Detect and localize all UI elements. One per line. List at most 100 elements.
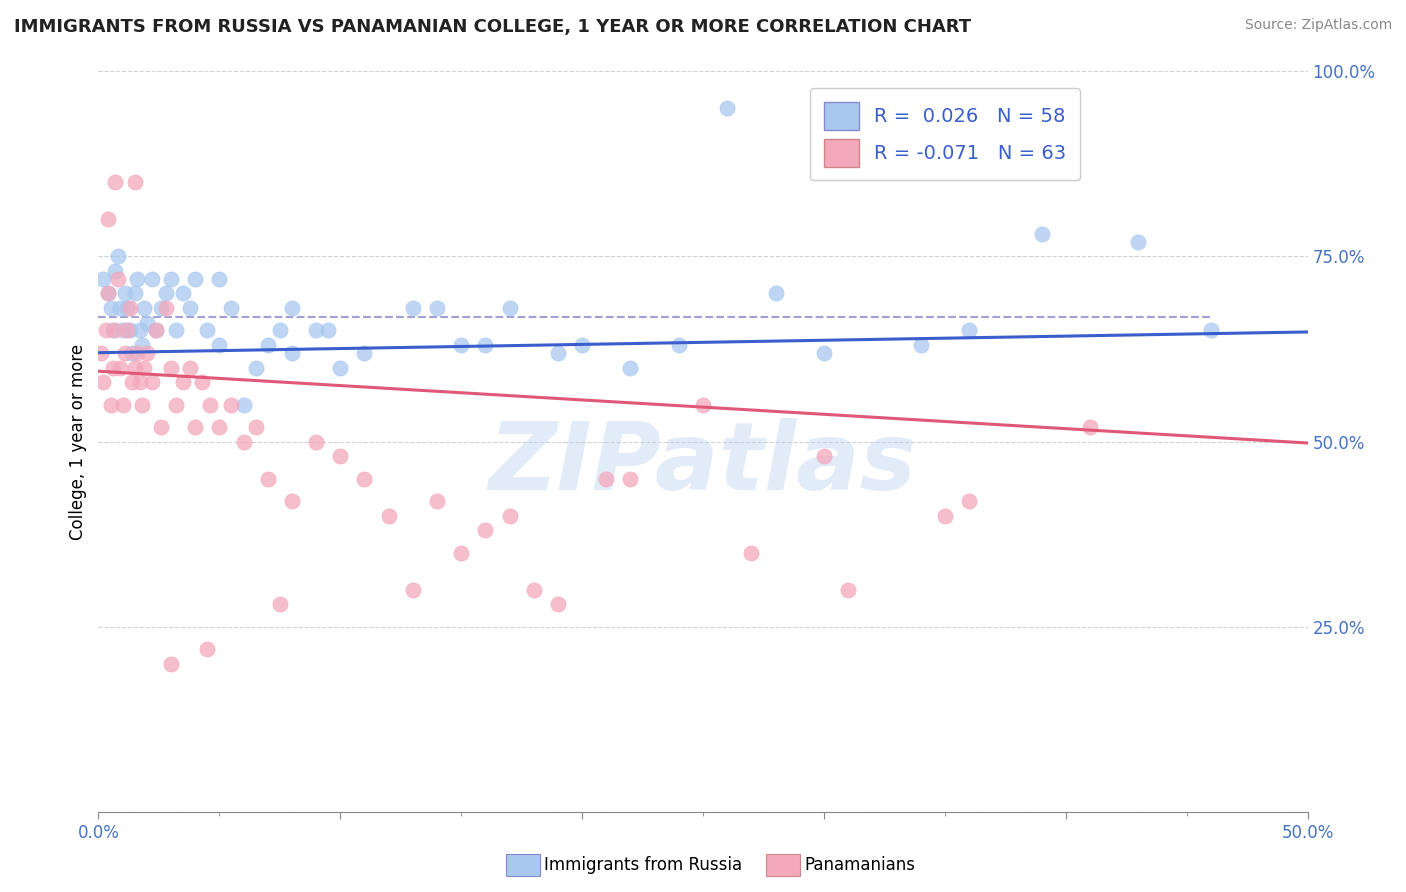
- Point: [353, 471, 375, 485]
- Point: [101, 360, 124, 375]
- Point: [208, 419, 231, 434]
- Point: [245, 360, 267, 375]
- Point: [155, 286, 177, 301]
- Point: [1078, 419, 1101, 434]
- Point: [402, 301, 425, 316]
- Point: [165, 324, 187, 338]
- Point: [329, 360, 352, 375]
- Point: [124, 286, 146, 301]
- Point: [221, 301, 243, 316]
- Point: [111, 324, 134, 338]
- Point: [474, 524, 496, 538]
- Point: [172, 286, 194, 301]
- Point: [108, 301, 131, 316]
- Point: [377, 508, 399, 523]
- Point: [269, 598, 291, 612]
- Point: [141, 271, 163, 285]
- Point: [498, 301, 520, 316]
- Point: [145, 324, 167, 338]
- Point: [134, 301, 156, 316]
- Point: [281, 493, 304, 508]
- Point: [101, 324, 124, 338]
- Point: [141, 376, 163, 390]
- Point: [450, 546, 472, 560]
- Point: [837, 582, 859, 597]
- Point: [232, 398, 254, 412]
- Point: [450, 338, 472, 352]
- Point: [150, 419, 173, 434]
- Point: [305, 434, 328, 449]
- Point: [281, 301, 304, 316]
- Point: [692, 398, 714, 412]
- Point: [256, 471, 278, 485]
- Point: [165, 398, 187, 412]
- Point: [547, 345, 569, 359]
- Point: [160, 657, 183, 671]
- Point: [547, 598, 569, 612]
- Point: [498, 508, 520, 523]
- Point: [97, 286, 120, 301]
- Point: [232, 434, 254, 449]
- Point: [619, 471, 641, 485]
- Point: [184, 271, 207, 285]
- Point: [90, 345, 112, 359]
- Point: [1128, 235, 1150, 249]
- Point: [305, 324, 328, 338]
- Point: [160, 271, 183, 285]
- Point: [716, 102, 738, 116]
- Point: [195, 324, 218, 338]
- Point: [118, 301, 141, 316]
- Point: [402, 582, 425, 597]
- Point: [150, 301, 173, 316]
- Point: [957, 324, 980, 338]
- Point: [127, 271, 149, 285]
- Point: [100, 398, 122, 412]
- Point: [104, 175, 127, 190]
- Point: [131, 338, 153, 352]
- Text: Panamanians: Panamanians: [804, 856, 915, 874]
- Point: [121, 345, 143, 359]
- Point: [184, 419, 207, 434]
- Point: [191, 376, 214, 390]
- Point: [740, 546, 762, 560]
- Point: [1031, 227, 1053, 242]
- Point: [114, 345, 136, 359]
- Point: [316, 324, 339, 338]
- Point: [145, 324, 167, 338]
- Point: [269, 324, 291, 338]
- Text: Immigrants from Russia: Immigrants from Russia: [544, 856, 742, 874]
- Point: [353, 345, 375, 359]
- Point: [160, 360, 183, 375]
- Point: [474, 338, 496, 352]
- Point: [111, 398, 134, 412]
- Point: [97, 212, 120, 227]
- Point: [934, 508, 956, 523]
- Point: [195, 641, 218, 656]
- Point: [198, 398, 221, 412]
- Text: IMMIGRANTS FROM RUSSIA VS PANAMANIAN COLLEGE, 1 YEAR OR MORE CORRELATION CHART: IMMIGRANTS FROM RUSSIA VS PANAMANIAN COL…: [14, 18, 972, 36]
- Point: [124, 175, 146, 190]
- Point: [281, 345, 304, 359]
- Point: [118, 324, 141, 338]
- Point: [94, 324, 117, 338]
- Point: [104, 264, 127, 278]
- Point: [813, 345, 835, 359]
- Point: [134, 360, 156, 375]
- Point: [124, 360, 146, 375]
- Point: [128, 324, 150, 338]
- Point: [910, 338, 932, 352]
- Point: [179, 360, 201, 375]
- Point: [668, 338, 690, 352]
- Point: [117, 324, 139, 338]
- Point: [107, 250, 129, 264]
- Point: [426, 493, 449, 508]
- Point: [208, 338, 231, 352]
- Point: [765, 286, 787, 301]
- Point: [208, 271, 231, 285]
- Point: [957, 493, 980, 508]
- Point: [128, 376, 150, 390]
- Point: [100, 301, 122, 316]
- Point: [117, 301, 139, 316]
- Point: [571, 338, 593, 352]
- Point: [426, 301, 449, 316]
